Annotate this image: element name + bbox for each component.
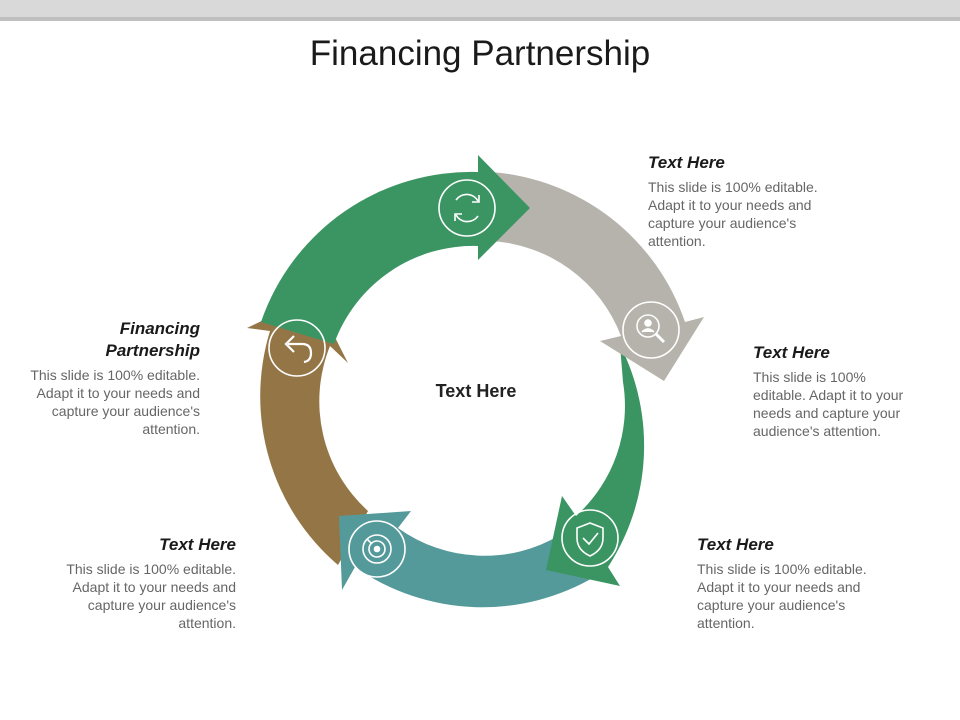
search-target-icon <box>348 520 406 578</box>
callout-top-right: Text Here This slide is 100% editable. A… <box>648 152 818 250</box>
callout-body: This slide is 100% editable. Adapt it to… <box>753 369 904 439</box>
cycle-segment-teal <box>339 511 596 608</box>
cycle-center-label: Text Here <box>435 381 517 401</box>
callout-body: This slide is 100% editable. Adapt it to… <box>66 561 236 631</box>
callout-bottom-left: Text Here This slide is 100% editable. A… <box>66 534 236 632</box>
cycle-segment-right-green <box>546 345 645 586</box>
callout-right: Text Here This slide is 100% editable. A… <box>753 342 918 440</box>
slide-title: Financing Partnership <box>309 34 651 73</box>
shield-check-icon <box>561 509 619 567</box>
cycle-segment-top-green <box>261 155 530 344</box>
callout-body: This slide is 100% editable. Adapt it to… <box>648 179 818 249</box>
callout-body: This slide is 100% editable. Adapt it to… <box>697 561 867 631</box>
top-bar-divider <box>0 17 960 21</box>
callout-body: This slide is 100% editable. Adapt it to… <box>30 367 200 437</box>
top-bar <box>0 0 960 17</box>
callout-heading: Text Here <box>159 535 236 554</box>
callout-heading: Financing Partnership <box>105 319 200 360</box>
undo-arrow-icon <box>268 319 326 377</box>
callout-bottom-right: Text Here This slide is 100% editable. A… <box>697 534 867 632</box>
callout-left: Financing Partnership This slide is 100%… <box>30 318 200 438</box>
callout-heading: Text Here <box>648 153 725 172</box>
cycle-segment-brown <box>247 296 368 565</box>
refresh-icon <box>438 179 496 237</box>
callout-heading: Text Here <box>697 535 774 554</box>
callout-heading: Text Here <box>753 343 830 362</box>
user-search-icon <box>622 301 680 359</box>
